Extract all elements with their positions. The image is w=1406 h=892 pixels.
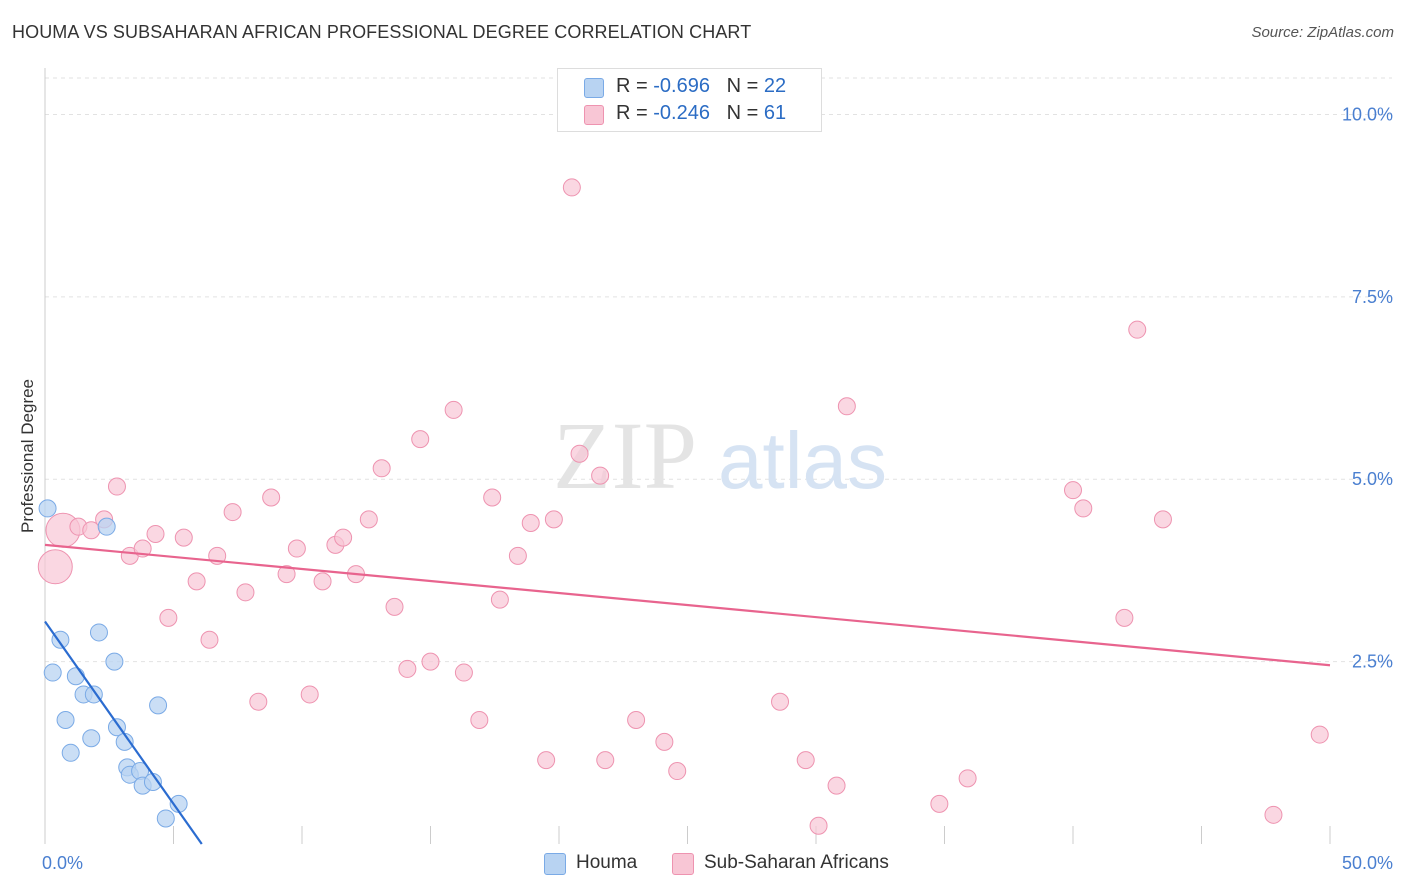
ssa-point xyxy=(958,769,977,788)
tick-labels: 2.5% 5.0% 7.5% 10.0% 0.0% 50.0% xyxy=(42,104,1393,873)
houma-point xyxy=(105,652,124,671)
ssa-point xyxy=(174,528,193,547)
ssa-point xyxy=(200,630,219,649)
houma-n-label: N = xyxy=(726,75,759,97)
ssa-point xyxy=(1064,481,1082,500)
y-axis-label: Professional Degree xyxy=(18,378,37,534)
ssa-point xyxy=(930,794,949,813)
ssa-point xyxy=(107,477,126,496)
trend-lines xyxy=(44,543,1331,845)
houma-point xyxy=(61,743,80,762)
houma-points xyxy=(38,499,188,828)
ssa-r-value: -0.246 xyxy=(653,102,710,124)
houma-point xyxy=(89,623,108,642)
ssa-point xyxy=(287,539,306,558)
ssa-point xyxy=(596,751,615,770)
ssa-point xyxy=(562,178,581,197)
ssa-point xyxy=(313,572,332,591)
gridlines xyxy=(45,77,1392,663)
ssa-point xyxy=(537,751,556,770)
ssa-point xyxy=(37,549,73,585)
ssa-point xyxy=(490,590,509,609)
houma-point xyxy=(38,499,57,518)
y-tick-label: 2.5% xyxy=(1352,652,1393,672)
ssa-point xyxy=(454,663,473,682)
ssa-point xyxy=(421,652,440,671)
houma-point xyxy=(66,667,85,686)
ssa-point xyxy=(146,524,165,543)
ssa-point xyxy=(483,488,502,507)
y-tick-label: 5.0% xyxy=(1352,469,1393,489)
ssa-point xyxy=(159,608,178,627)
ssa-point xyxy=(655,732,674,751)
ssa-point xyxy=(627,710,646,729)
watermark: ZIP atlas xyxy=(553,402,887,509)
houma-point xyxy=(97,517,116,536)
houma-r-value: -0.696 xyxy=(653,75,710,97)
houma-point xyxy=(56,710,75,729)
ssa-point xyxy=(359,510,378,529)
ssa-point xyxy=(262,488,281,507)
ssa-point xyxy=(809,816,828,835)
x-tick-label-max: 50.0% xyxy=(1342,853,1393,873)
ssa-point xyxy=(187,572,206,591)
ssa-point xyxy=(277,565,296,584)
ssa-point xyxy=(570,444,589,463)
bottom-ssa-swatch xyxy=(672,853,694,875)
ssa-point xyxy=(372,459,391,478)
bottom-houma-label: Houma xyxy=(576,852,638,873)
ssa-point xyxy=(521,514,540,533)
houma-swatch xyxy=(584,78,604,98)
ssa-point xyxy=(334,528,353,547)
ssa-point xyxy=(223,503,242,522)
y-tick-label: 10.0% xyxy=(1342,104,1393,124)
houma-point xyxy=(82,729,101,748)
bottom-houma-swatch xyxy=(544,853,566,875)
ssa-point xyxy=(411,430,430,449)
ssa-point xyxy=(470,710,489,729)
houma-r-label: R = xyxy=(616,75,648,97)
houma-point xyxy=(156,809,175,828)
x-tick-label-min: 0.0% xyxy=(42,853,83,873)
ssa-point xyxy=(300,685,319,704)
ssa-point xyxy=(1115,608,1134,627)
houma-n-value: 22 xyxy=(763,75,787,97)
ssa-point xyxy=(444,400,463,419)
ssa-point xyxy=(796,751,815,770)
ssa-point xyxy=(827,776,846,795)
ssa-point xyxy=(544,510,563,529)
ssa-point xyxy=(591,466,610,485)
ssa-point xyxy=(668,762,687,781)
ssa-point xyxy=(236,583,255,602)
ssa-n-label: N = xyxy=(726,102,759,124)
correlation-legend: R = -0.696 N = 22 R = -0.246 N = 61 xyxy=(557,68,822,132)
y-tick-label: 7.5% xyxy=(1352,287,1393,307)
ssa-point xyxy=(1074,499,1093,518)
ssa-r-label: R = xyxy=(616,102,648,124)
ssa-point xyxy=(398,659,417,678)
ssa-point xyxy=(1310,725,1329,744)
ssa-point xyxy=(771,692,790,711)
ssa-point xyxy=(249,692,268,711)
ssa-n-value: 61 xyxy=(763,102,787,124)
source-label: Source: ZipAtlas.com xyxy=(1251,24,1394,41)
watermark-atlas: atlas xyxy=(718,416,887,505)
ssa-trend-line xyxy=(44,543,1331,667)
houma-point xyxy=(149,696,168,715)
bottom-ssa-label: Sub-Saharan Africans xyxy=(704,852,889,873)
chart-title: HOUMA VS SUBSAHARAN AFRICAN PROFESSIONAL… xyxy=(12,22,752,42)
ssa-point xyxy=(1264,805,1283,824)
houma-trend-line xyxy=(44,620,203,845)
ssa-point xyxy=(385,597,404,616)
ssa-point xyxy=(1128,320,1147,339)
ssa-point xyxy=(1153,510,1172,529)
ssa-point xyxy=(508,546,527,565)
ssa-swatch xyxy=(584,105,604,125)
ssa-point xyxy=(837,397,856,416)
ssa-points xyxy=(37,178,1329,835)
houma-point xyxy=(43,663,62,682)
